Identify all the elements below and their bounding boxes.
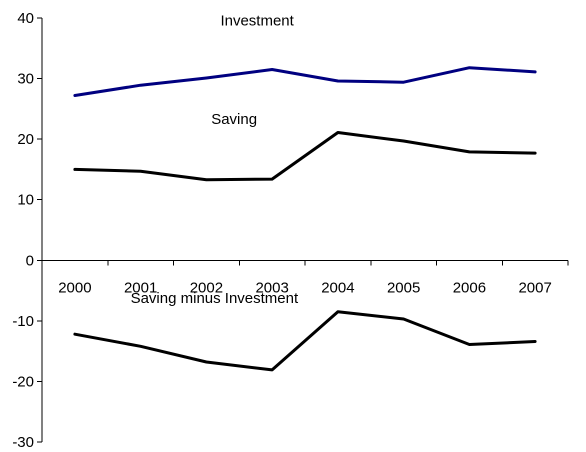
series-label: Saving xyxy=(211,111,257,128)
y-tick-label: 10 xyxy=(17,192,34,209)
series-lines xyxy=(73,66,537,372)
x-tick-label: 2003 xyxy=(255,279,288,296)
x-axis-ticks: 2000 2001 2002 2003 2004 2005 2006 2007 xyxy=(41,260,569,296)
series-line-saving-minus-investment xyxy=(73,310,537,372)
x-tick-label: 2007 xyxy=(518,279,551,296)
y-axis-ticks: 40 30 20 10 0 -10 -20 -30 xyxy=(12,10,42,451)
series-label: Saving minus Investment xyxy=(131,290,299,307)
x-tick-label: 2006 xyxy=(453,279,486,296)
series-labels: Investment Saving Saving minus Investment xyxy=(131,12,299,307)
series-label: Investment xyxy=(220,12,294,29)
y-tick-label: -30 xyxy=(12,434,34,451)
y-tick-label: -20 xyxy=(12,373,34,390)
x-tick-label: 2001 xyxy=(124,279,157,296)
y-tick-label: -10 xyxy=(12,313,34,330)
series-line-saving xyxy=(73,131,537,182)
y-tick-label: 20 xyxy=(17,131,34,148)
chart-axes xyxy=(41,18,568,442)
series-line-investment xyxy=(73,66,537,97)
x-tick-label: 2005 xyxy=(387,279,420,296)
y-tick-label: 0 xyxy=(26,252,34,269)
x-tick-label: 2000 xyxy=(58,279,91,296)
y-tick-label: 40 xyxy=(17,10,34,27)
x-tick-label: 2002 xyxy=(190,279,223,296)
x-tick-label: 2004 xyxy=(321,279,354,296)
y-tick-label: 30 xyxy=(17,71,34,88)
